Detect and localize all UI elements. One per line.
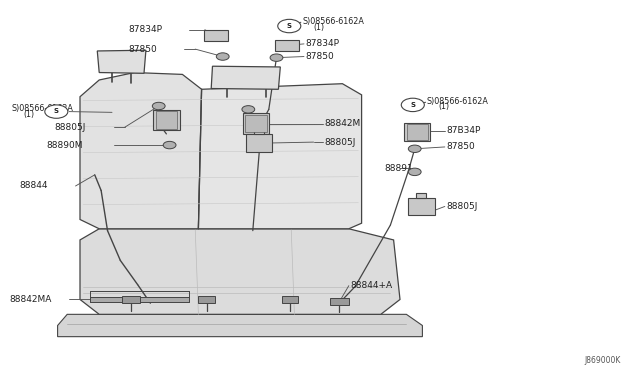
- Circle shape: [278, 19, 301, 33]
- Circle shape: [401, 98, 424, 112]
- Circle shape: [242, 106, 255, 113]
- Text: S)08566-6162A: S)08566-6162A: [302, 17, 364, 26]
- Text: S)08566-6162A: S)08566-6162A: [427, 97, 489, 106]
- FancyBboxPatch shape: [404, 123, 430, 141]
- Text: (1): (1): [23, 110, 34, 119]
- Text: (1): (1): [438, 102, 449, 111]
- Text: 87834P: 87834P: [305, 39, 339, 48]
- Text: S: S: [410, 102, 415, 108]
- Bar: [246, 134, 272, 152]
- Text: (1): (1): [314, 23, 324, 32]
- Bar: [330, 298, 349, 305]
- Text: 88844+A: 88844+A: [351, 281, 393, 290]
- Text: 87850: 87850: [128, 45, 157, 54]
- Text: 87834P: 87834P: [128, 25, 162, 34]
- Bar: [275, 40, 299, 51]
- Text: 87850: 87850: [446, 142, 475, 151]
- Bar: [408, 198, 435, 215]
- Circle shape: [163, 141, 176, 149]
- Polygon shape: [80, 73, 202, 229]
- Text: 88805J: 88805J: [324, 138, 356, 147]
- Bar: [416, 193, 426, 198]
- Bar: [204, 30, 228, 41]
- Circle shape: [152, 102, 165, 110]
- Bar: [90, 297, 189, 302]
- Circle shape: [408, 168, 421, 176]
- FancyBboxPatch shape: [243, 113, 269, 134]
- Text: 88890M: 88890M: [46, 141, 83, 150]
- Bar: [198, 296, 215, 303]
- Circle shape: [45, 105, 68, 118]
- FancyBboxPatch shape: [407, 124, 428, 140]
- Circle shape: [408, 145, 421, 153]
- Text: 88805J: 88805J: [446, 202, 477, 211]
- Text: J869000K: J869000K: [584, 356, 621, 365]
- Polygon shape: [198, 84, 362, 229]
- Circle shape: [270, 54, 283, 61]
- Polygon shape: [80, 229, 400, 314]
- FancyBboxPatch shape: [153, 109, 180, 130]
- Text: S: S: [287, 23, 292, 29]
- FancyBboxPatch shape: [245, 115, 267, 132]
- Polygon shape: [211, 66, 280, 89]
- Text: 87B34P: 87B34P: [446, 126, 481, 135]
- Polygon shape: [58, 314, 422, 337]
- Text: S)08566-6162A: S)08566-6162A: [12, 105, 74, 113]
- Text: 87850: 87850: [305, 52, 334, 61]
- Circle shape: [216, 53, 229, 60]
- Bar: [122, 296, 140, 303]
- Bar: [254, 130, 264, 134]
- Text: 88805J: 88805J: [54, 123, 86, 132]
- Polygon shape: [97, 50, 146, 73]
- FancyBboxPatch shape: [156, 111, 177, 128]
- Text: 88842M: 88842M: [324, 119, 361, 128]
- Text: S: S: [54, 108, 59, 114]
- Text: 88891: 88891: [384, 164, 413, 173]
- Text: 88842MA: 88842MA: [10, 295, 52, 304]
- Bar: [282, 296, 298, 303]
- Text: 88844: 88844: [19, 182, 48, 190]
